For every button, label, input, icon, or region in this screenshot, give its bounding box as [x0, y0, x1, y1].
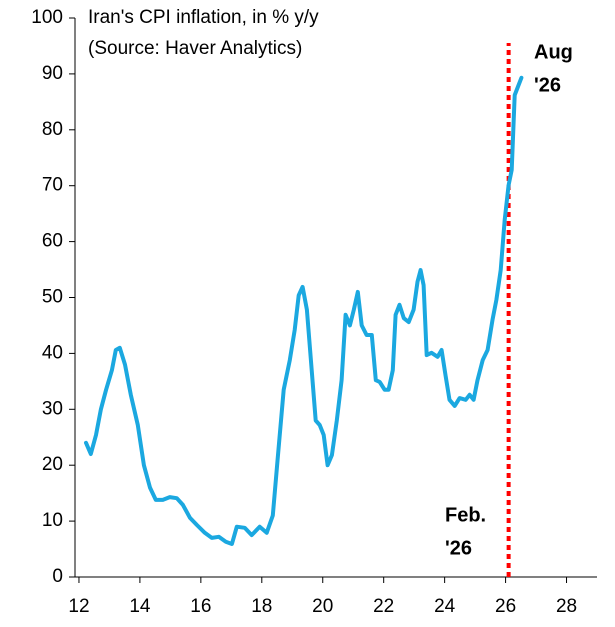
y-tick-label: 0 [52, 566, 63, 587]
y-tick-label: 50 [42, 287, 63, 308]
x-tick-label: 18 [251, 596, 272, 617]
y-tick-label: 90 [42, 63, 63, 84]
chart-subtitle: (Source: Haver Analytics) [88, 38, 302, 59]
x-tick-label: 28 [556, 596, 577, 617]
data-line [84, 75, 524, 546]
x-tick-label: 16 [190, 596, 211, 617]
x-tick-label: 14 [129, 596, 151, 617]
x-tick-label: 26 [495, 596, 516, 617]
annotation: '26 [445, 537, 472, 559]
y-tick-label: 10 [42, 510, 63, 531]
chart-title: Iran's CPI inflation, in % y/y [88, 7, 319, 28]
y-tick-label: 60 [42, 231, 63, 252]
y-tick-label: 30 [42, 398, 63, 419]
y-tick-label: 40 [42, 342, 63, 363]
y-tick-label: 70 [42, 175, 63, 196]
annotation: Aug [534, 41, 573, 63]
annotation: '26 [534, 74, 561, 96]
y-tick-label: 20 [42, 454, 63, 475]
x-tick-label: 20 [312, 596, 333, 617]
annotation: Feb. [445, 504, 486, 526]
y-tick-label: 100 [31, 7, 63, 28]
y-tick-label: 80 [42, 119, 63, 140]
x-tick-label: 24 [434, 596, 456, 617]
x-tick-label: 12 [68, 596, 89, 617]
x-tick-label: 22 [373, 596, 394, 617]
